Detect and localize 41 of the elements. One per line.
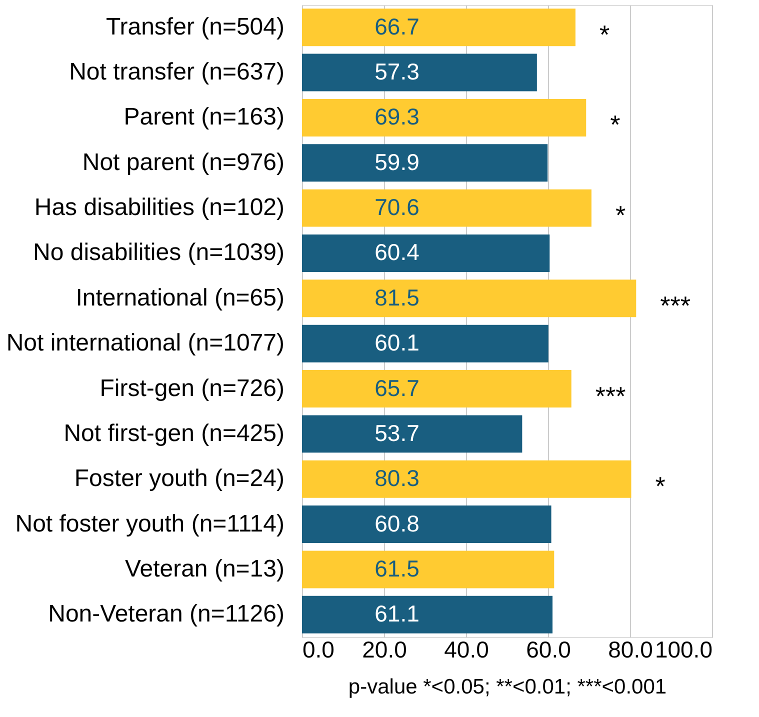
x-tick-label: 100.0: [654, 636, 712, 662]
y-tick-label: Not parent (n=976): [82, 148, 284, 176]
y-tick-label: Not transfer (n=637): [69, 58, 284, 86]
data-label: 60.4: [374, 239, 420, 266]
y-tick-label: Non-Veteran (n=1126): [48, 600, 284, 628]
data-label: 61.5: [374, 555, 420, 582]
data-label: 59.9: [374, 148, 420, 175]
data-label: 53.7: [374, 420, 420, 446]
x-tick-label: 40.0: [444, 636, 489, 662]
y-tick-label: No disabilities (n=1039): [33, 239, 284, 266]
y-tick-label: Foster youth (n=24): [74, 465, 284, 492]
data-label: 65.7: [374, 374, 420, 401]
data-label: 57.3: [374, 58, 420, 85]
x-tick-label: 80.0: [608, 636, 653, 662]
y-tick-label: Not foster youth (n=1114): [15, 510, 284, 538]
x-tick-label: 20.0: [362, 636, 407, 662]
y-tick-label: Has disabilities (n=102): [34, 194, 284, 222]
annotation: *: [599, 19, 610, 50]
data-label: 80.3: [374, 465, 420, 492]
annotation: ***: [595, 380, 626, 411]
y-tick-label: Transfer (n=504): [106, 13, 284, 40]
annotation: ***: [660, 290, 691, 320]
data-label: 61.1: [374, 600, 420, 627]
y-tick-label: Not international (n=1077): [6, 330, 284, 357]
data-label: 69.3: [374, 104, 420, 130]
x-axis-title: p-value *<0.05; **<0.01; ***<0.001: [348, 676, 667, 698]
x-tick-label: 60.0: [526, 636, 571, 662]
x-tick-label: 0.0: [302, 636, 334, 662]
data-label: 60.1: [374, 330, 420, 356]
annotation: *: [615, 200, 626, 230]
y-tick-label: First-gen (n=726): [100, 374, 284, 402]
y-tick-label: Veteran (n=13): [125, 555, 284, 582]
data-label: 70.6: [374, 194, 420, 220]
y-tick-label: Parent (n=163): [124, 104, 284, 131]
data-label: 66.7: [374, 13, 420, 40]
annotation: *: [655, 471, 666, 502]
y-tick-label: Not first-gen (n=425): [64, 420, 284, 447]
annotation: *: [610, 110, 620, 140]
data-label: 60.8: [374, 510, 420, 536]
data-label: 81.5: [374, 284, 420, 310]
y-tick-label: International (n=65): [76, 284, 284, 312]
